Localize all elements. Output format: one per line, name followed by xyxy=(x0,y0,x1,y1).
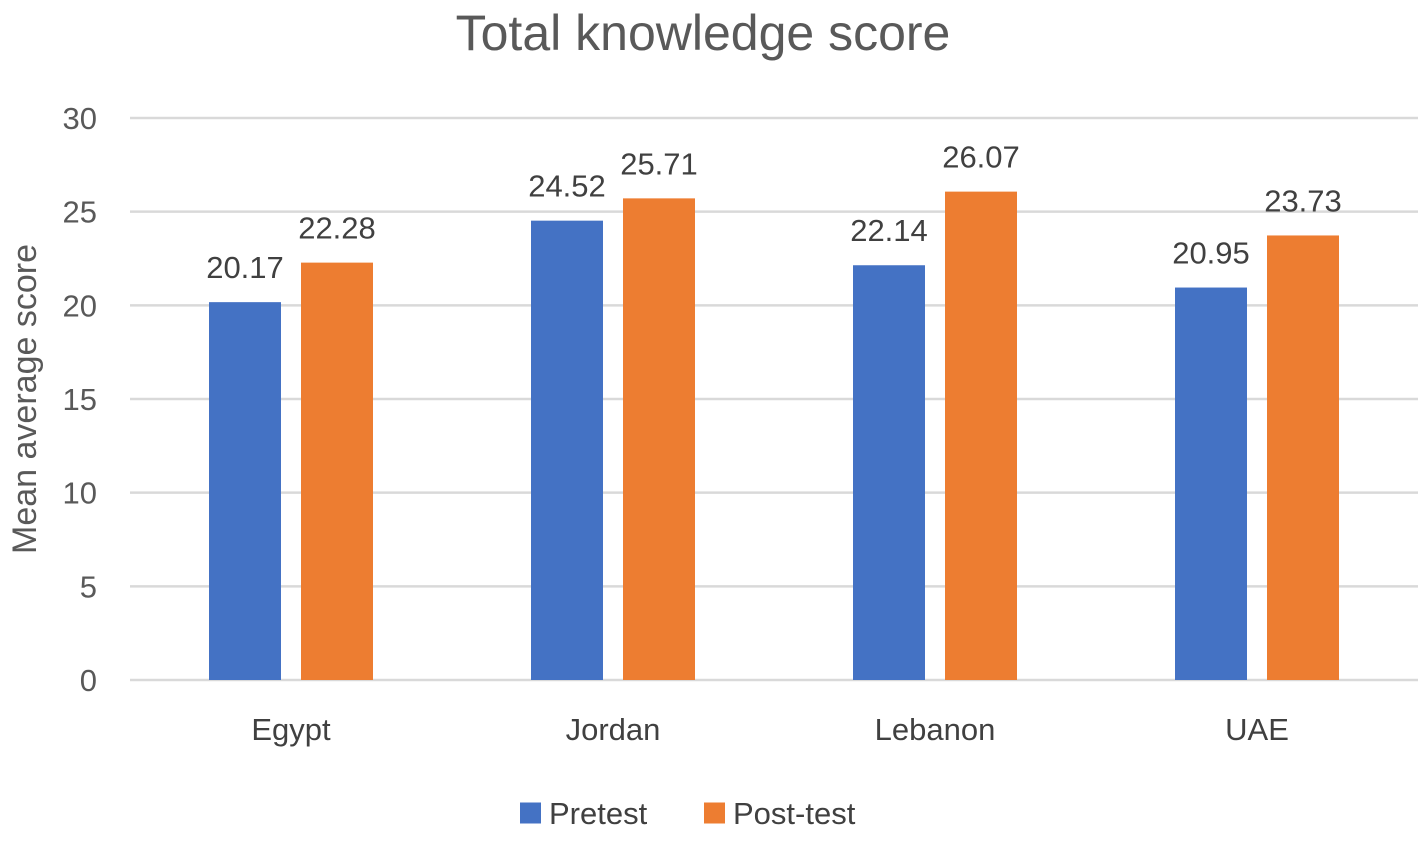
y-tick-label: 10 xyxy=(63,476,97,511)
data-label: 22.14 xyxy=(850,213,928,248)
bars xyxy=(209,191,1339,680)
data-label: 24.52 xyxy=(528,169,606,204)
y-tick-label: 30 xyxy=(63,101,97,136)
bar-post-test-uae xyxy=(1267,235,1339,680)
bar-pretest-egypt xyxy=(209,302,281,680)
legend-label: Post-test xyxy=(733,796,856,831)
y-tick-label: 5 xyxy=(80,569,97,604)
bar-pretest-uae xyxy=(1175,287,1247,680)
data-label: 26.07 xyxy=(942,140,1020,175)
x-category-label: Lebanon xyxy=(875,712,996,747)
legend: Pretest Post-test xyxy=(520,796,856,831)
legend-swatch xyxy=(520,802,541,824)
x-axis-categories: Egypt Jordan Lebanon UAE xyxy=(251,712,1289,747)
y-tick-label: 15 xyxy=(63,382,97,417)
legend-swatch xyxy=(704,802,725,824)
chart-title: Total knowledge score xyxy=(456,5,951,61)
y-axis-title: Mean average score xyxy=(6,244,44,554)
data-label: 20.17 xyxy=(206,250,284,285)
bar-post-test-lebanon xyxy=(945,191,1017,680)
bar-pretest-lebanon xyxy=(853,265,925,680)
data-label: 20.95 xyxy=(1172,236,1250,271)
legend-label: Pretest xyxy=(549,796,648,831)
data-label: 25.71 xyxy=(620,146,698,181)
x-category-label: UAE xyxy=(1225,712,1289,747)
data-label: 23.73 xyxy=(1264,183,1342,218)
bar-pretest-jordan xyxy=(531,220,603,680)
y-axis-ticks: 0 5 10 15 20 25 30 xyxy=(63,101,97,698)
y-tick-label: 0 xyxy=(80,663,97,698)
bar-post-test-egypt xyxy=(301,262,373,680)
y-tick-label: 20 xyxy=(63,288,97,323)
x-category-label: Jordan xyxy=(566,712,661,747)
y-tick-label: 25 xyxy=(63,195,97,230)
data-label: 22.28 xyxy=(298,211,376,246)
bar-post-test-jordan xyxy=(623,198,695,680)
x-category-label: Egypt xyxy=(251,712,331,747)
data-labels: 20.17 22.28 24.52 25.71 22.14 26.07 20.95 23.73 xyxy=(206,140,1342,286)
